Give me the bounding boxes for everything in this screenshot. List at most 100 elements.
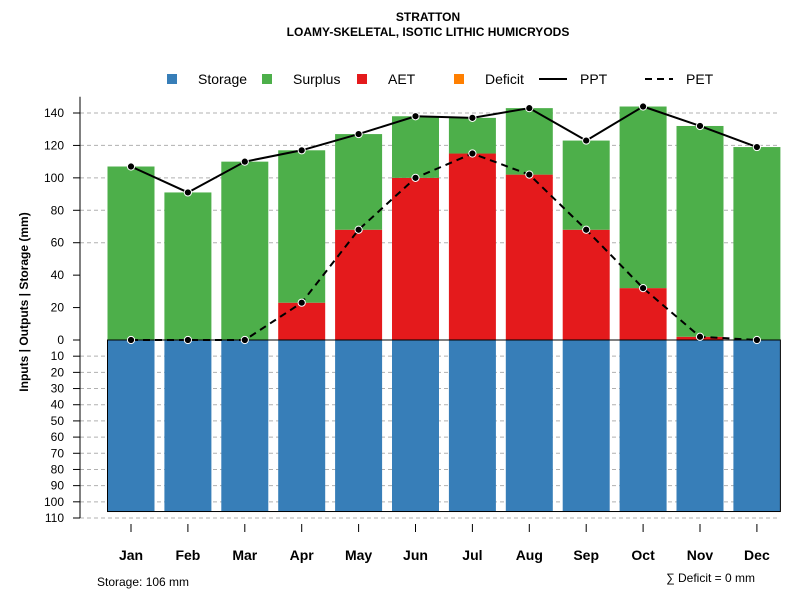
pet-point [752,335,762,345]
x-tick-label-jul: Jul [462,547,482,563]
x-tick-label-mar: Mar [232,547,257,563]
bar-storage-mar [221,340,269,512]
legend-label-pet: PET [686,71,714,87]
bar-aet-may [335,229,383,340]
y-tick-label: 50 [51,414,65,428]
bar-storage-sep [562,340,610,512]
ppt-point [183,188,192,197]
pet-point [468,149,477,158]
pet-point [240,335,249,345]
legend-swatch-deficit [454,74,464,84]
pet-point [354,225,363,234]
bar-surplus-sep [562,140,610,230]
deficit-note: ∑ Deficit = 0 mm [666,571,755,585]
legend-label-ppt: PPT [580,71,608,87]
bar-aet-apr [278,302,326,340]
legend-label-aet: AET [388,71,416,87]
y-tick-label: 20 [51,301,65,315]
ppt-point [468,113,477,122]
y-tick-label: 120 [44,138,64,152]
bar-storage-oct [619,340,667,512]
y-axis-label: Inputs | Outputs | Storage (mm) [17,212,31,391]
bar-storage-jan [107,340,155,512]
ppt-point [240,157,249,166]
pet-point [582,225,591,234]
y-tick-label: 10 [51,349,65,363]
ppt-line [130,105,758,194]
y-tick-label: 140 [44,106,64,120]
y-tick-label: 80 [51,203,65,217]
y-tick-label: 100 [44,495,64,509]
bar-aet-sep [562,229,610,340]
bar-surplus-nov [676,125,724,337]
ppt-point [695,121,705,131]
x-tick-label-oct: Oct [631,547,655,563]
storage-note: Storage: 106 mm [97,575,189,589]
bar-surplus-may [335,134,383,230]
bar-surplus-oct [619,106,667,289]
bar-storage-jul [448,340,496,512]
legend: Storage Surplus AET Deficit PPT PET [167,71,714,87]
pet-point [639,284,648,293]
bar-surplus-feb [164,192,212,340]
bar-aet-jun [392,177,439,340]
bar-storage-feb [164,340,212,512]
bar-surplus-apr [278,150,326,303]
bar-storage-apr [278,340,326,512]
y-tick-label: 70 [51,446,65,460]
y-axis: 0 20 40 60 80 100 120 140 10 20 30 40 50 60 70 80 90 100 1… [44,96,81,525]
y-tick-label: 80 [51,462,65,476]
bars [107,106,781,513]
x-tick-label-feb: Feb [175,547,200,563]
y-tick-label: 40 [51,398,65,412]
chart-title: STRATTON [396,10,460,24]
ppt-point [752,142,762,152]
pet-point [126,335,136,345]
ppt-point [582,136,591,145]
bar-surplus-jul [448,117,496,154]
ppt-point [411,112,420,121]
x-tick-label-apr: Apr [290,547,315,563]
ppt-point [126,162,136,171]
y-tick-label: 90 [51,479,65,493]
x-tick-label-jun: Jun [403,547,428,563]
bar-surplus-aug [505,108,553,175]
x-tick-label-nov: Nov [687,547,714,563]
ppt-point [354,129,363,139]
y-tick-label: 40 [51,268,65,282]
x-tick-label-sep: Sep [573,547,599,563]
bar-surplus-jun [392,116,439,178]
pet-point [695,332,705,341]
legend-swatch-storage [167,74,177,84]
bar-surplus-dec [733,147,781,340]
legend-swatch-aet [357,74,367,84]
series-lines [126,102,762,345]
x-tick-label-may: May [345,547,372,563]
y-tick-label: 60 [51,430,65,444]
bar-aet-aug [505,174,553,340]
bar-storage-jun [392,340,439,512]
bar-aet-jul [448,153,496,340]
pet-point [297,298,306,307]
bar-storage-dec [733,340,781,512]
pet-point [411,173,420,182]
y-tick-label: 20 [51,365,65,379]
pet-point [525,170,534,179]
y-tick-label: 30 [51,382,65,396]
legend-label-deficit: Deficit [485,71,524,87]
x-tick-label-jan: Jan [119,547,143,563]
x-tick-label-aug: Aug [516,547,543,563]
legend-swatch-surplus [262,74,272,84]
y-tick-label: 110 [45,511,64,525]
chart-subtitle: LOAMY-SKELETAL, ISOTIC LITHIC HUMICRYODS [287,25,570,39]
ppt-point [525,104,534,113]
bar-surplus-jan [107,166,155,340]
y-tick-label: 60 [51,236,65,250]
x-axis: Jan Feb Mar Apr May Jun Jul Aug Sep Oct Nov Dec [119,524,770,563]
bar-aet-oct [619,288,667,340]
bar-storage-aug [505,340,553,512]
ppt-point [297,146,306,155]
y-tick-label: 0 [57,333,64,347]
legend-label-storage: Storage [198,71,247,87]
